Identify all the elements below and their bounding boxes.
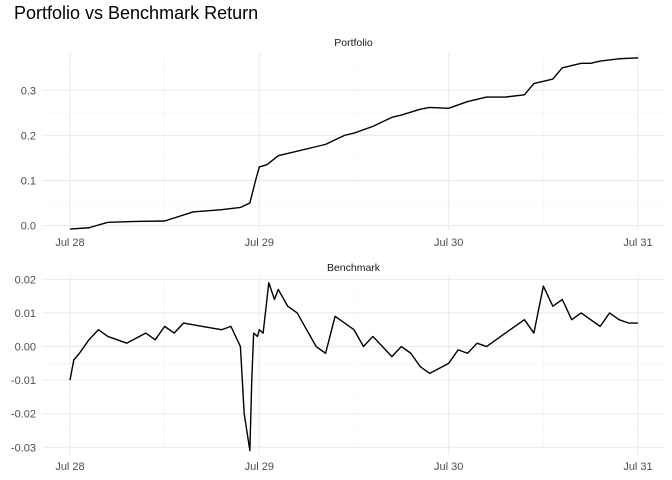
portfolio-minor-gridlines (42, 52, 665, 230)
y-tick-label: 0.2 (21, 130, 36, 142)
x-tick-label: Jul 29 (245, 237, 274, 249)
portfolio-x-tick-labels: Jul 28 Jul 29 Jul 30 Jul 31 (55, 237, 652, 249)
benchmark-panel-label: Benchmark (327, 262, 381, 274)
y-tick-label: 0.02 (15, 274, 36, 286)
x-tick-label: Jul 30 (434, 461, 463, 473)
portfolio-y-tick-labels: 0.0 0.1 0.2 0.3 (21, 85, 36, 232)
portfolio-series-line (69, 57, 639, 230)
y-tick-label: 0.01 (15, 308, 36, 320)
y-tick-label: -0.01 (11, 375, 36, 387)
y-tick-label: -0.02 (11, 409, 36, 421)
x-tick-label: Jul 30 (434, 237, 463, 249)
benchmark-major-gridlines (42, 276, 665, 454)
benchmark-minor-gridlines (42, 276, 665, 454)
y-tick-label: 0.1 (21, 175, 36, 187)
panel-benchmark: -0.03 -0.02 -0.01 0.00 0.01 0.02 Jul 28 Jul 29… (11, 262, 665, 473)
x-tick-label: Jul 28 (55, 461, 84, 473)
y-tick-label: -0.03 (11, 442, 36, 454)
y-tick-label: 0.00 (15, 342, 36, 354)
x-tick-label: Jul 31 (623, 461, 652, 473)
portfolio-panel-label: Portfolio (334, 37, 373, 49)
x-tick-label: Jul 28 (55, 237, 84, 249)
benchmark-x-tick-labels: Jul 28 Jul 29 Jul 30 Jul 31 (55, 461, 652, 473)
panel-portfolio: 0.0 0.1 0.2 0.3 Jul 28 Jul 29 Jul 30 Jul 31 Po… (21, 37, 665, 249)
chart-title: Portfolio vs Benchmark Return (14, 3, 259, 23)
portfolio-major-gridlines (42, 52, 665, 230)
y-tick-label: 0.0 (21, 220, 36, 232)
benchmark-series-line (69, 282, 638, 452)
y-tick-label: 0.3 (21, 85, 36, 97)
benchmark-y-tick-labels: -0.03 -0.02 -0.01 0.00 0.01 0.02 (11, 274, 36, 454)
x-tick-label: Jul 29 (245, 461, 274, 473)
x-tick-label: Jul 31 (623, 237, 652, 249)
